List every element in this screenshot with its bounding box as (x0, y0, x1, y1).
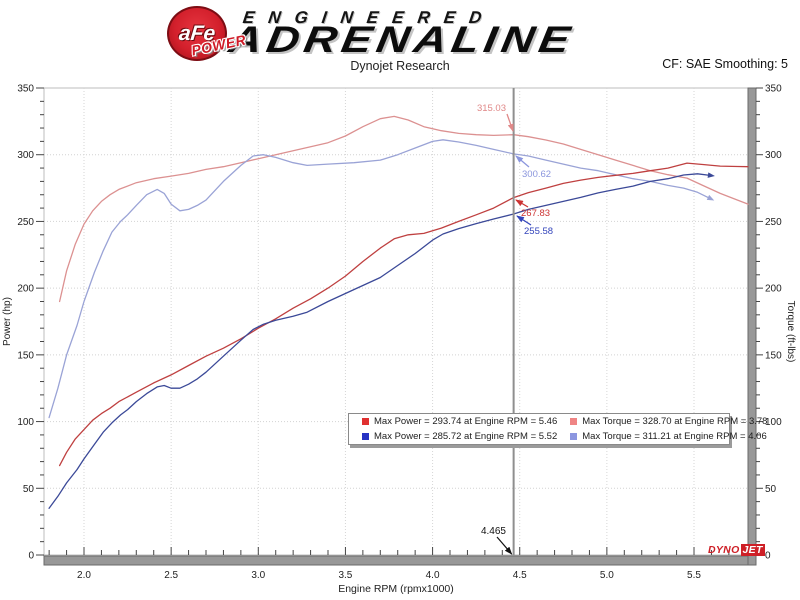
svg-text:0: 0 (28, 551, 34, 562)
svg-text:150: 150 (765, 350, 782, 361)
svg-text:100: 100 (17, 417, 34, 428)
smoothing-setting: CF: SAE Smoothing: 5 (662, 57, 788, 71)
chart-title: Dynojet Research (350, 59, 450, 73)
svg-text:200: 200 (765, 284, 782, 295)
svg-text:267.83: 267.83 (521, 208, 550, 219)
svg-text:2.0: 2.0 (77, 570, 91, 581)
svg-text:5.5: 5.5 (687, 570, 701, 581)
legend-label: Max Torque = 311.21 at Engine RPM = 4.06 (582, 431, 767, 442)
svg-text:Torque (ft-lbs): Torque (ft-lbs) (785, 301, 796, 363)
svg-text:4.0: 4.0 (426, 570, 440, 581)
svg-text:2.5: 2.5 (164, 570, 178, 581)
legend-item: Max Torque = 311.21 at Engine RPM = 4.06 (557, 429, 767, 444)
svg-text:255.58: 255.58 (524, 226, 553, 237)
legend-swatch (362, 418, 369, 425)
svg-text:3.0: 3.0 (251, 570, 265, 581)
svg-text:150: 150 (17, 350, 34, 361)
legend-item: Max Torque = 328.70 at Engine RPM = 3.78 (557, 414, 767, 429)
svg-text:3.5: 3.5 (338, 570, 352, 581)
svg-text:50: 50 (23, 484, 35, 495)
legend-swatch (570, 433, 578, 440)
legend-box: Max Power = 293.74 at Engine RPM = 5.46 M… (348, 413, 767, 445)
dynojet-logo-dyno: DYNO (708, 544, 740, 556)
svg-text:Power (hp): Power (hp) (2, 297, 13, 346)
svg-text:350: 350 (765, 84, 782, 95)
afe-logo: aFe (167, 6, 227, 61)
legend-item: Max Power = 285.72 at Engine RPM = 5.52 (349, 429, 557, 444)
svg-text:5.0: 5.0 (600, 570, 614, 581)
svg-text:0: 0 (765, 551, 771, 562)
svg-text:300: 300 (765, 150, 782, 161)
legend-item: Max Power = 293.74 at Engine RPM = 5.46 (349, 414, 557, 429)
svg-text:100: 100 (765, 417, 782, 428)
svg-text:200: 200 (17, 284, 34, 295)
svg-text:4.465: 4.465 (481, 526, 506, 537)
legend-swatch (570, 418, 578, 425)
svg-text:50: 50 (765, 484, 777, 495)
dynojet-logo: DYNO JET (708, 544, 765, 556)
svg-text:350: 350 (17, 84, 34, 95)
legend-label: Max Power = 285.72 at Engine RPM = 5.52 (374, 431, 558, 442)
svg-text:Engine RPM (rpmx1000): Engine RPM (rpmx1000) (338, 583, 454, 595)
svg-text:315.03: 315.03 (477, 103, 506, 114)
svg-text:300.62: 300.62 (522, 169, 551, 180)
dynojet-logo-jet: JET (740, 544, 765, 556)
svg-text:4.5: 4.5 (513, 570, 527, 581)
svg-text:300: 300 (17, 150, 34, 161)
legend-label: Max Torque = 328.70 at Engine RPM = 3.78 (582, 416, 768, 427)
legend-label: Max Power = 293.74 at Engine RPM = 5.46 (374, 416, 558, 427)
svg-text:250: 250 (765, 217, 782, 228)
legend-swatch (362, 433, 369, 440)
svg-text:250: 250 (17, 217, 34, 228)
